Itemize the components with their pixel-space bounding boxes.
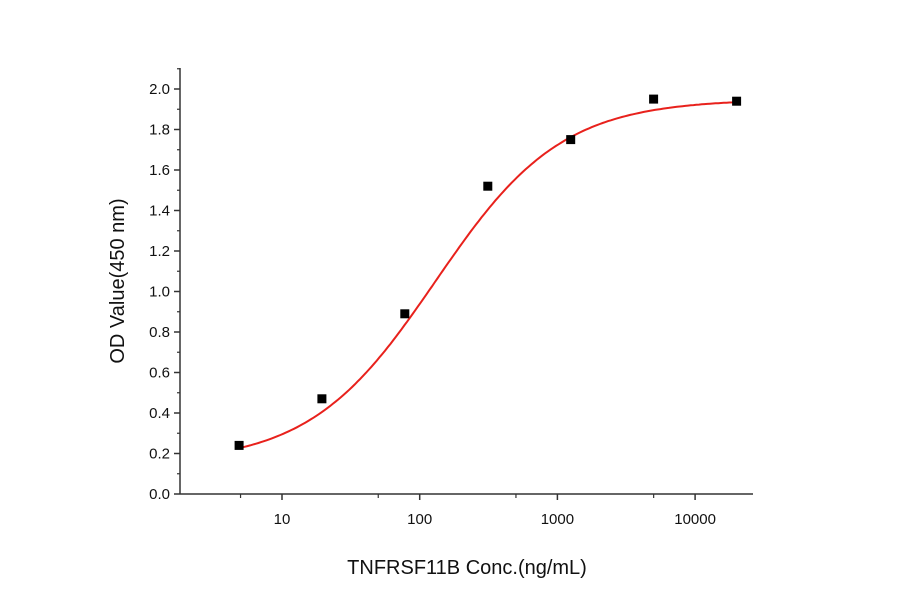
data-point	[317, 394, 327, 404]
data-point	[566, 135, 576, 145]
x-tick-label: 10000	[674, 511, 716, 528]
data-point	[649, 94, 659, 104]
y-tick-label: 1.0	[149, 284, 170, 301]
fit-curve	[238, 101, 735, 450]
y-axis-title: OD Value(450 nm)	[107, 198, 129, 363]
data-point	[234, 440, 244, 450]
x-axis-title: TNFRSF11B Conc.(ng/mL)	[347, 557, 587, 579]
y-tick-label: 0.8	[149, 324, 170, 341]
y-tick-label: 0.4	[149, 405, 170, 422]
data-point	[483, 181, 493, 191]
x-tick-label: 100	[407, 511, 432, 528]
y-tick-label: 1.6	[149, 162, 170, 179]
y-tick-label: 1.2	[149, 243, 170, 260]
x-tick-label: 1000	[541, 511, 574, 528]
y-tick-label: 1.8	[149, 122, 170, 139]
y-tick-label: 1.4	[149, 203, 170, 220]
y-tick-label: 2.0	[149, 81, 170, 98]
data-point	[732, 96, 742, 106]
y-tick-label: 0.0	[149, 486, 170, 503]
y-tick-label: 0.2	[149, 446, 170, 463]
y-tick-label: 0.6	[149, 365, 170, 382]
data-points	[234, 94, 742, 450]
x-tick-label: 10	[274, 511, 291, 528]
axes: 0.0 0.2 0.4 0.6 0.8 1.0 1.2 1.4 1.6 1.8 2.0 10 100 10…	[149, 68, 753, 528]
data-point	[400, 309, 410, 319]
